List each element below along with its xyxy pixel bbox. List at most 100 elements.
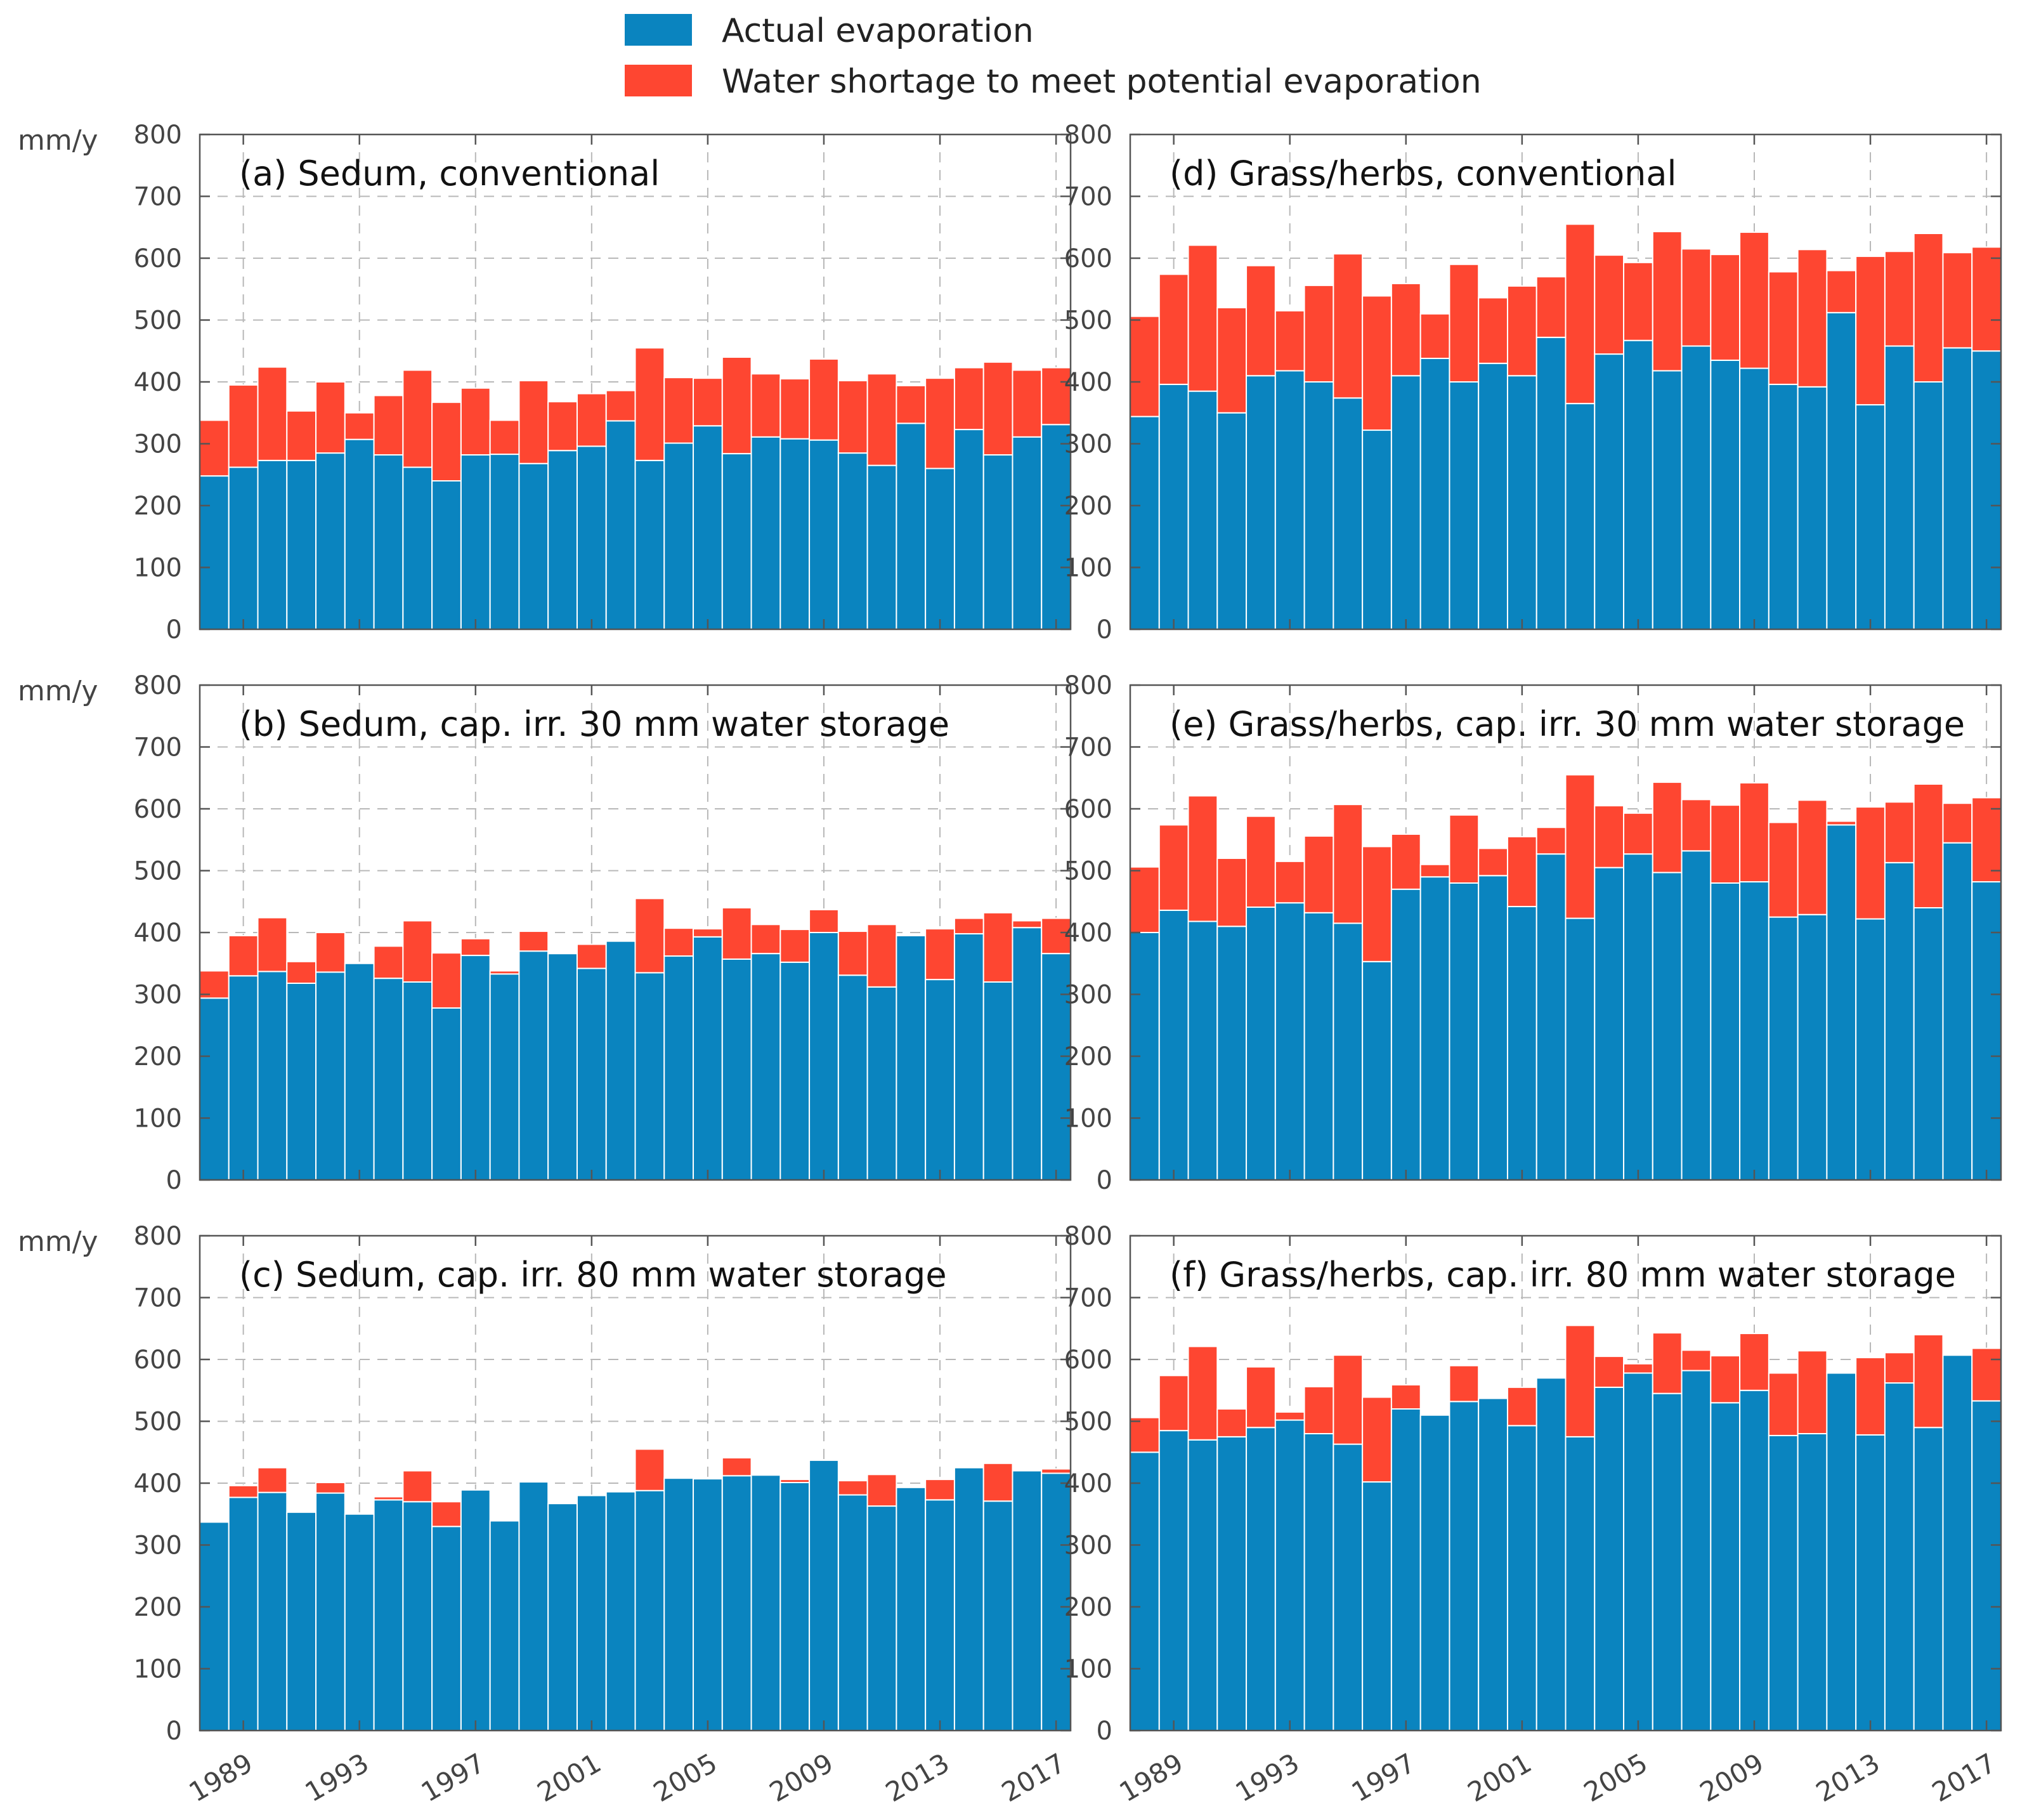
bar-actual-2005 [693, 936, 723, 1181]
bar-shortage-2010 [1768, 1372, 1799, 1436]
y-tick-label: 800 [1064, 121, 1112, 150]
bar-shortage-2015 [1913, 1334, 1944, 1429]
bar-shortage-2001 [576, 393, 607, 447]
bar-actual-1999 [518, 462, 549, 630]
bar-actual-2014 [953, 429, 984, 630]
bar-actual-2013 [1855, 918, 1886, 1181]
bar-actual-1989 [228, 466, 259, 630]
bar-actual-2016 [1942, 1354, 1973, 1732]
bar-shortage-2014 [953, 367, 984, 431]
bar-shortage-1993 [344, 412, 375, 440]
x-tick-label: 1997 [416, 1747, 490, 1808]
bar-shortage-2006 [1652, 782, 1683, 874]
bar-actual-2011 [1797, 1433, 1828, 1731]
bar-shortage-2010 [837, 931, 868, 976]
bar-actual-1997 [460, 1489, 491, 1732]
bar-shortage-2000 [547, 952, 578, 955]
bar-actual-1993 [1274, 1419, 1305, 1732]
y-tick-label: 100 [134, 1655, 182, 1684]
bar-shortage-1995 [402, 369, 433, 468]
y-tick-label: 100 [1064, 554, 1112, 583]
bar-actual-2000 [547, 450, 578, 630]
bar-shortage-2008 [779, 1479, 811, 1484]
bar-actual-1998 [1419, 876, 1450, 1181]
y-tick-label: 700 [1064, 183, 1112, 212]
bar-shortage-2008 [1710, 254, 1741, 361]
bar-shortage-2017 [1041, 917, 1071, 955]
bar-shortage-2010 [837, 380, 868, 454]
bar-actual-2000 [547, 953, 578, 1181]
bar-actual-2007 [750, 1474, 781, 1731]
bar-actual-1996 [1362, 1481, 1392, 1732]
bar-shortage-1990 [1187, 1345, 1218, 1441]
bar-shortage-2004 [1594, 1356, 1625, 1388]
bar-actual-2006 [1652, 872, 1683, 1181]
bar-actual-1989 [1158, 383, 1189, 631]
bar-actual-2014 [1884, 1382, 1915, 1732]
bar-actual-1994 [1303, 912, 1334, 1181]
bar-shortage-2011 [866, 373, 897, 466]
bar-actual-2013 [925, 1499, 955, 1731]
bar-actual-2016 [1012, 927, 1043, 1181]
bar-actual-2007 [1681, 1370, 1712, 1732]
bar-shortage-1994 [373, 395, 404, 456]
bar-actual-2003 [1565, 403, 1596, 630]
bar-shortage-2014 [953, 917, 984, 934]
y-tick-label: 700 [134, 733, 182, 763]
bar-shortage-2017 [1971, 1347, 2002, 1402]
bar-shortage-2008 [1710, 1355, 1741, 1404]
x-tick-label: 2013 [880, 1747, 955, 1808]
bar-shortage-2000 [1478, 848, 1508, 877]
bar-shortage-2003 [634, 1448, 665, 1491]
bar-shortage-1989 [1158, 1375, 1189, 1432]
bar-shortage-2009 [1739, 1333, 1770, 1391]
bar-actual-1992 [1246, 1427, 1276, 1731]
bar-actual-1990 [257, 1491, 288, 1731]
bar-actual-1997 [460, 454, 491, 630]
bar-actual-2002 [1535, 336, 1567, 630]
bar-shortage-2005 [693, 377, 723, 427]
x-tick-label: 2017 [996, 1747, 1071, 1808]
bar-shortage-2001 [1506, 835, 1537, 908]
bar-actual-2005 [693, 425, 723, 630]
bar-actual-2013 [1855, 404, 1886, 630]
bar-actual-2015 [1913, 907, 1944, 1181]
bar-actual-1989 [228, 1496, 259, 1732]
y-tick-label: 600 [1064, 795, 1112, 824]
bar-actual-2003 [1565, 917, 1596, 1181]
bar-actual-1990 [1187, 390, 1218, 630]
bar-shortage-1996 [431, 1501, 462, 1528]
bar-actual-2002 [1535, 853, 1567, 1181]
bar-shortage-1989 [228, 384, 259, 468]
bar-shortage-2015 [982, 912, 1014, 983]
bar-actual-1988 [1130, 416, 1160, 630]
bar-shortage-2016 [1942, 1353, 1973, 1356]
panel-title: (e) Grass/herbs, cap. irr. 30 mm water s… [1170, 704, 1965, 744]
y-tick-label: 500 [134, 306, 182, 336]
bar-actual-2004 [1594, 867, 1625, 1181]
bar-actual-2009 [1739, 367, 1770, 630]
y-tick-label: 100 [134, 1104, 182, 1134]
bar-actual-1998 [489, 973, 520, 1181]
bar-shortage-2011 [1797, 799, 1828, 915]
bar-shortage-2000 [547, 401, 578, 452]
bar-shortage-1993 [1274, 310, 1305, 372]
bar-actual-2015 [1913, 1427, 1944, 1731]
y-tick-label: 200 [134, 492, 182, 521]
bar-actual-1993 [344, 1513, 375, 1731]
bar-actual-2009 [809, 439, 839, 631]
bar-shortage-2017 [1971, 797, 2002, 883]
bar-actual-2004 [663, 442, 694, 631]
bar-shortage-1994 [1303, 1385, 1334, 1434]
bar-shortage-2005 [1623, 812, 1653, 855]
bar-actual-1993 [1274, 370, 1305, 630]
bar-shortage-1998 [489, 970, 520, 975]
bar-shortage-2005 [1623, 261, 1653, 341]
y-tick-label: 600 [134, 795, 182, 824]
y-tick-label: 700 [1064, 733, 1112, 763]
bar-shortage-1998 [489, 419, 520, 455]
bar-shortage-2016 [1012, 920, 1043, 929]
legend-swatch-actual [625, 14, 692, 46]
bar-actual-1992 [315, 1492, 346, 1732]
bar-shortage-2007 [750, 373, 781, 438]
